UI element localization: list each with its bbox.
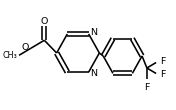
Text: F: F [160, 57, 165, 66]
Text: O: O [41, 17, 48, 26]
Text: F: F [160, 70, 165, 79]
Text: O: O [21, 43, 29, 52]
Text: F: F [144, 83, 150, 92]
Text: N: N [90, 69, 97, 78]
Text: CH₃: CH₃ [2, 51, 17, 60]
Text: N: N [90, 28, 97, 37]
